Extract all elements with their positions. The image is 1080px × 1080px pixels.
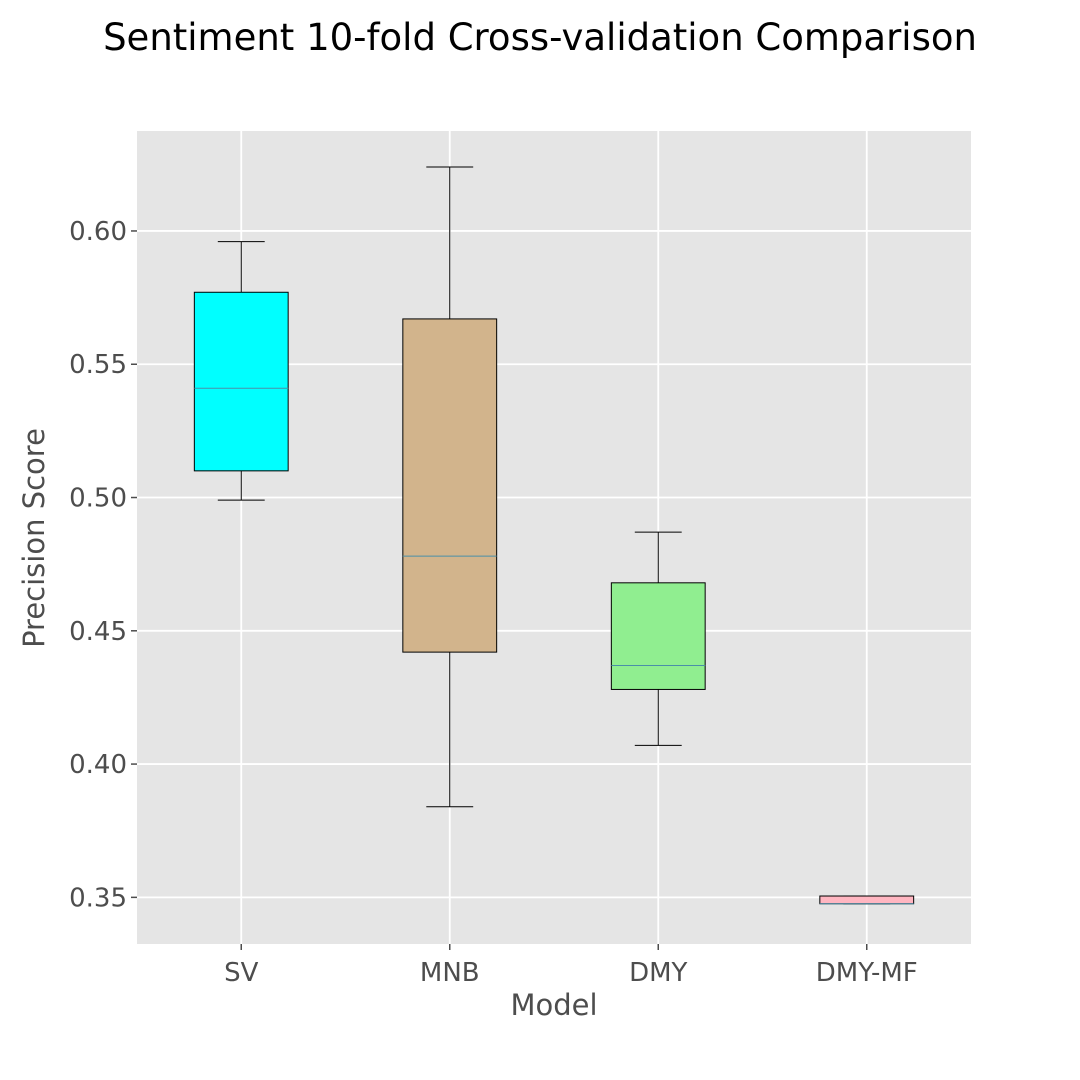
box-body — [819, 895, 915, 905]
box-body — [193, 291, 289, 472]
x-tick-label: DMY — [629, 958, 687, 988]
box-sv — [193, 241, 289, 501]
box-dmy — [610, 531, 706, 746]
box-mnb — [402, 166, 498, 808]
plot-panel — [137, 131, 971, 944]
boxes — [193, 166, 915, 905]
box-body — [610, 582, 706, 690]
x-tick-label: MNB — [420, 958, 480, 988]
y-tick-label: 0.50 — [69, 484, 127, 514]
y-tick-label: 0.45 — [69, 617, 127, 647]
x-tick-label: DMY-MF — [816, 958, 918, 988]
x-axis-title: Model — [510, 988, 597, 1022]
x-tick-label: SV — [224, 958, 259, 988]
x-axis: SV MNB DMY DMY-MF — [224, 944, 918, 988]
y-axis: 0.35 0.40 0.45 0.50 0.55 0.60 — [69, 217, 137, 913]
box-dmy-mf — [819, 895, 915, 905]
box-body — [402, 318, 498, 653]
y-tick-label: 0.40 — [69, 750, 127, 780]
y-tick-label: 0.60 — [69, 217, 127, 247]
y-tick-label: 0.35 — [69, 883, 127, 913]
y-tick-label: 0.55 — [69, 350, 127, 380]
chart-title: Sentiment 10-fold Cross-validation Compa… — [103, 16, 977, 59]
y-axis-title: Precision Score — [17, 428, 51, 648]
